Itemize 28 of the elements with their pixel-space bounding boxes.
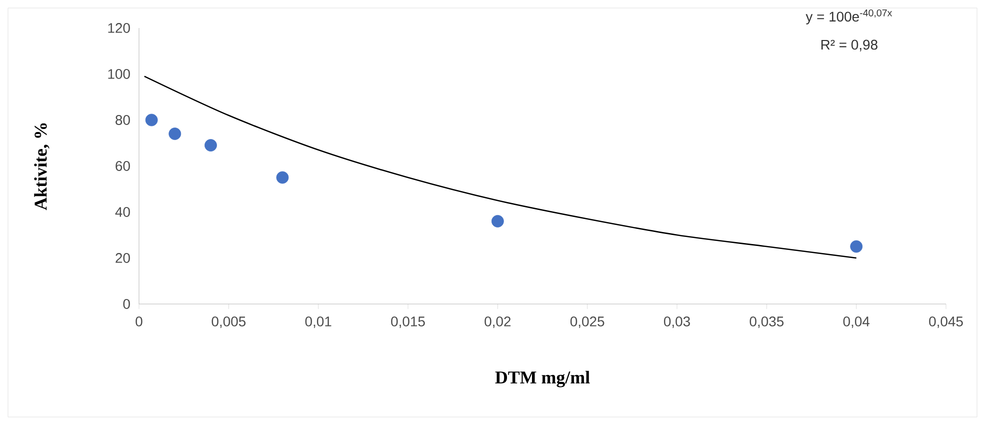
x-tick-label: 0,035 [750,316,784,328]
y-tick-label: 80 [116,115,130,125]
y-tick-label: 100 [108,69,130,79]
x-tick-label: 0,005 [212,316,246,328]
annotation: R² = 0,98 [821,40,878,52]
point [491,215,504,228]
x-tick-label: 0,02 [484,316,511,328]
y-tick-label: 40 [115,207,130,217]
point [145,114,158,126]
x-tick-label: 0,015 [391,316,425,328]
point [204,139,217,152]
x-axis-title: DTM mg/ml [495,370,590,388]
y-axis-title: Aktivite, % [34,123,50,210]
y-tick-label: 60 [116,161,130,171]
y-tick-label: 0 [123,299,130,309]
y-tick-label: 120 [108,23,130,33]
line-series [144,76,857,259]
point [276,171,289,184]
x-tick-label: 0,04 [843,316,870,328]
text: y = 100e$^{-40,07x}$ [806,9,892,24]
point [850,240,863,253]
x-tick-label: 0,03 [664,316,690,328]
x-tick-label: 0 [136,316,142,326]
y-tick-label: 20 [116,253,130,263]
x-tick-label: 0,01 [305,316,332,328]
point [168,128,182,140]
x-tick-label: 0,025 [570,316,604,328]
x-tick-label: 0,045 [929,316,963,328]
